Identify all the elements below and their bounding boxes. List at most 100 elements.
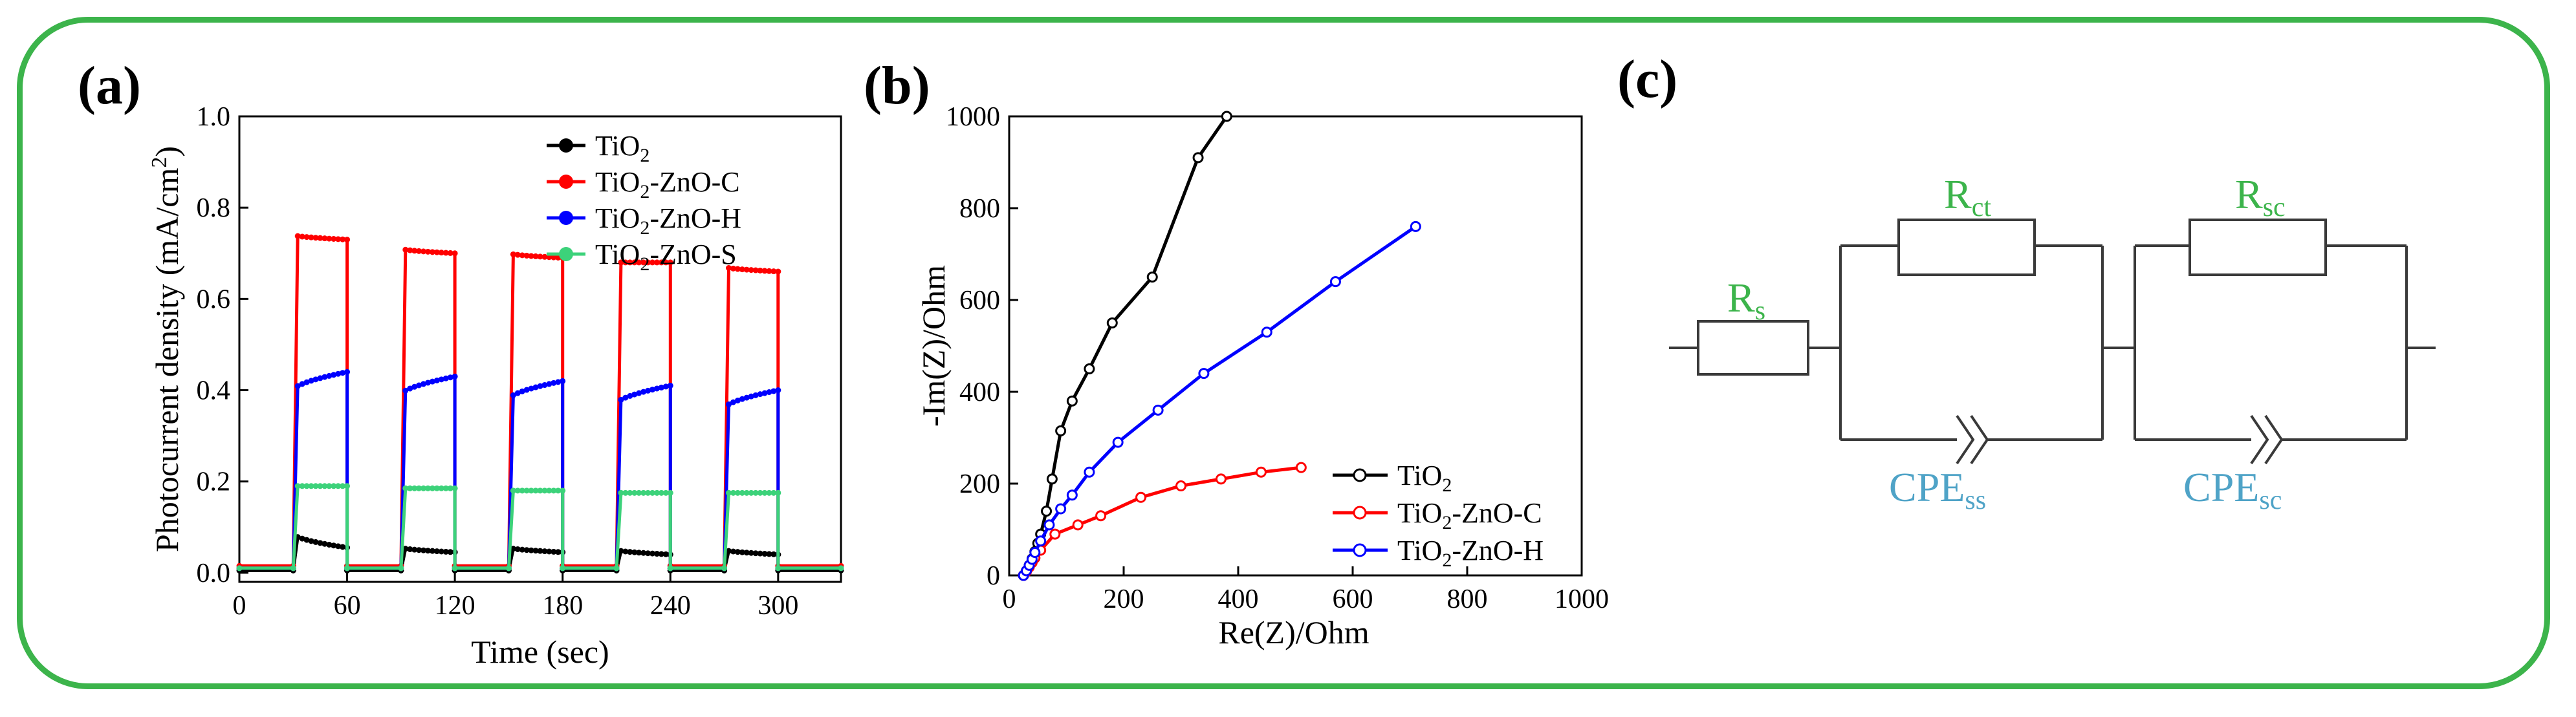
chart-a-point (532, 487, 539, 494)
chart-a-point (236, 565, 243, 572)
chart-a-point (510, 392, 516, 398)
chart-a-point (551, 548, 557, 555)
chart-a: 0 60 120 180 240 300 0.0 0.2 0.4 0.6 0.8 1.0 Time (… (147, 102, 844, 670)
chart-a-point (766, 551, 772, 557)
chart-a-point (658, 384, 664, 391)
chart-a-point (537, 253, 543, 260)
chart-a-point (546, 487, 552, 494)
chart-a-point (411, 383, 418, 390)
chart-a-point (752, 489, 759, 496)
chart-a-point (662, 259, 669, 266)
chart-a-point (438, 250, 444, 256)
chart-a-point (303, 483, 310, 489)
chart-a-point (312, 376, 319, 383)
chart-a-point (667, 565, 673, 572)
label-rs: Rs (1727, 275, 1765, 326)
chart-a-point (452, 565, 458, 572)
chart-b-series-tio2 (1018, 111, 1232, 581)
chart-a-point (734, 489, 741, 496)
chart-a-point (631, 391, 638, 398)
chart-b-legend-label: TiO2-ZnO-C (1397, 497, 1542, 533)
chart-b-point (1084, 363, 1095, 374)
chart-a-point (340, 236, 346, 242)
chart-a-point (331, 235, 337, 242)
chart-a-point (519, 487, 525, 494)
chart-b: 0 200 400 600 800 1000 0 200 400 600 800 1000 Re(Z)… (915, 102, 1609, 650)
chart-a-legend-marker (559, 138, 573, 153)
chart-a-point (340, 370, 346, 376)
label-cpe-sc: CPEsc (2183, 464, 2282, 515)
chart-a-point (398, 565, 404, 572)
chart-a-point (424, 548, 431, 554)
chart-a-point (546, 548, 552, 555)
chart-a-point (766, 389, 772, 395)
chart-a-xtick-label: 60 (334, 591, 361, 621)
chart-a-point (761, 551, 768, 557)
chart-a-point (748, 267, 754, 273)
chart-a-point (640, 389, 647, 395)
chart-b-point (1029, 547, 1041, 558)
chart-b-point (1055, 425, 1067, 436)
chart-b-point (1146, 272, 1158, 283)
chart-a-point (290, 565, 296, 572)
chart-a-point (541, 487, 548, 494)
chart-b-line-tio2 (1021, 115, 1228, 577)
chart-a-point (420, 248, 427, 255)
chart-a-point (510, 487, 516, 494)
chart-a-point (335, 543, 342, 550)
chart-a-point (523, 252, 530, 259)
chart-a-point (618, 259, 624, 266)
chart-a-point (757, 489, 763, 496)
chart-a-point (523, 387, 530, 393)
chart-a-point (447, 549, 453, 555)
chart-a-line-tio2-zno-c (239, 234, 841, 568)
chart-b-point (1410, 220, 1421, 232)
chart-a-point (303, 537, 310, 543)
chart-a-point (775, 489, 781, 496)
chart-a-point (308, 483, 314, 489)
chart-a-point (442, 375, 449, 381)
chart-b-ytick-label: 400 (959, 378, 1000, 407)
chart-a-point (447, 485, 453, 491)
chart-b-legend-marker (1353, 543, 1367, 557)
chart-a-point (532, 384, 539, 391)
chart-a-point (662, 383, 669, 390)
chart-a-point (618, 396, 624, 403)
chart-a-point (725, 401, 732, 407)
chart-a-point (537, 383, 543, 389)
chart-a-point (560, 565, 566, 572)
chart-a-point (452, 250, 458, 257)
chart-a-point (331, 372, 337, 378)
chart-a-line-tio2-zno-s (239, 484, 841, 570)
panel-label-c: (c) (1617, 49, 1677, 109)
chart-a-ytick-label: 0.6 (197, 284, 231, 314)
chart-a-point (631, 489, 638, 496)
resistor-rsc (2189, 219, 2327, 276)
chart-b-point (1066, 489, 1078, 501)
chart-a-point (447, 374, 453, 381)
chart-b-ytick-label: 800 (959, 194, 1000, 224)
chart-a-point (627, 549, 633, 555)
resistor-rct (1897, 219, 2036, 276)
chart-a-point (312, 483, 319, 489)
chart-a-point (308, 378, 314, 384)
chart-a-point (640, 259, 647, 266)
chart-a-point (739, 266, 745, 273)
chart-b-series-tio2-zno-c (1018, 462, 1307, 581)
chart-a-point (299, 535, 305, 542)
chart-b-point (1329, 276, 1341, 288)
chart-a-legend-label: TiO2-ZnO-C (595, 166, 740, 202)
chart-b-point (1221, 111, 1232, 122)
chart-a-xtick-label: 0 (233, 591, 246, 621)
chart-a-point (532, 548, 539, 554)
label-rct: Rct (1944, 171, 1991, 222)
chart-b-line-tio2-zno-c (1022, 466, 1302, 577)
chart-a-point (653, 259, 660, 266)
chart-a-point (294, 483, 301, 489)
chart-a-point (442, 548, 449, 555)
chart-b-point (1198, 368, 1210, 380)
chart-a-point (775, 387, 781, 394)
panel-label-b: (b) (864, 56, 930, 116)
